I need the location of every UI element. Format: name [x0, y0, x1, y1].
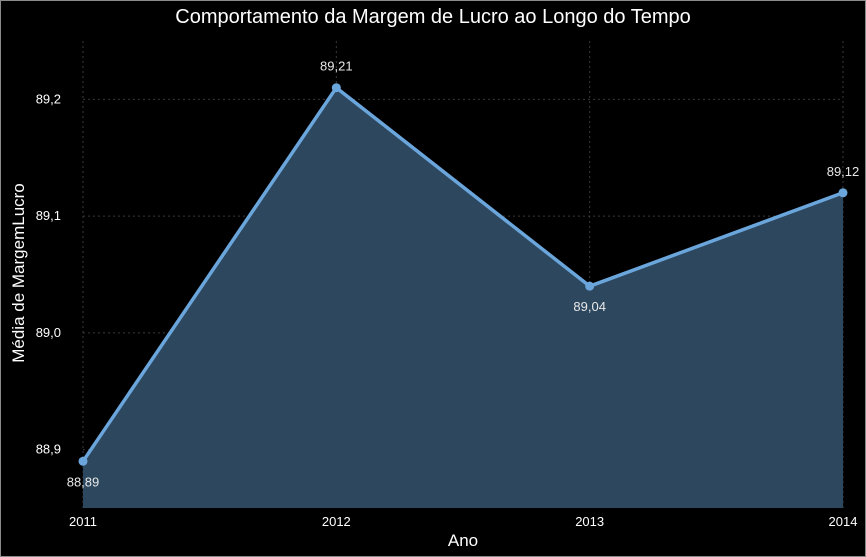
series-area [83, 87, 843, 508]
data-label: 89,21 [320, 59, 353, 74]
x-tick-label: 2013 [575, 514, 604, 529]
data-label: 88,89 [67, 474, 100, 489]
data-label: 89,04 [573, 299, 606, 314]
data-point[interactable] [331, 83, 341, 93]
area-fill [83, 87, 843, 508]
series-line [81, 85, 844, 463]
x-axis-ticks: 2011 2012 2013 2014 [69, 514, 857, 529]
x-tick-label: 2014 [829, 514, 858, 529]
x-tick-label: 2011 [69, 514, 97, 529]
data-label: 89,12 [827, 164, 860, 179]
data-point[interactable] [78, 456, 88, 466]
y-axis-title: Média de MargemLucro [9, 183, 28, 363]
data-labels: 88,89 89,21 89,04 89,12 [67, 59, 860, 490]
chart-title: Comportamento da Margem de Lucro ao Long… [175, 6, 691, 28]
data-point[interactable] [838, 188, 848, 198]
x-axis-title: Ano [448, 531, 478, 550]
y-tick-label: 89,0 [36, 325, 61, 340]
series-line-path [81, 85, 844, 463]
y-tick-label: 89,1 [36, 208, 61, 223]
data-point[interactable] [585, 281, 595, 291]
y-tick-label: 89,2 [36, 91, 61, 106]
y-axis-ticks: 88,9 89,0 89,1 89,2 [36, 91, 61, 456]
x-tick-label: 2012 [322, 514, 351, 529]
y-tick-label: 88,9 [36, 442, 61, 457]
data-points [78, 83, 848, 466]
